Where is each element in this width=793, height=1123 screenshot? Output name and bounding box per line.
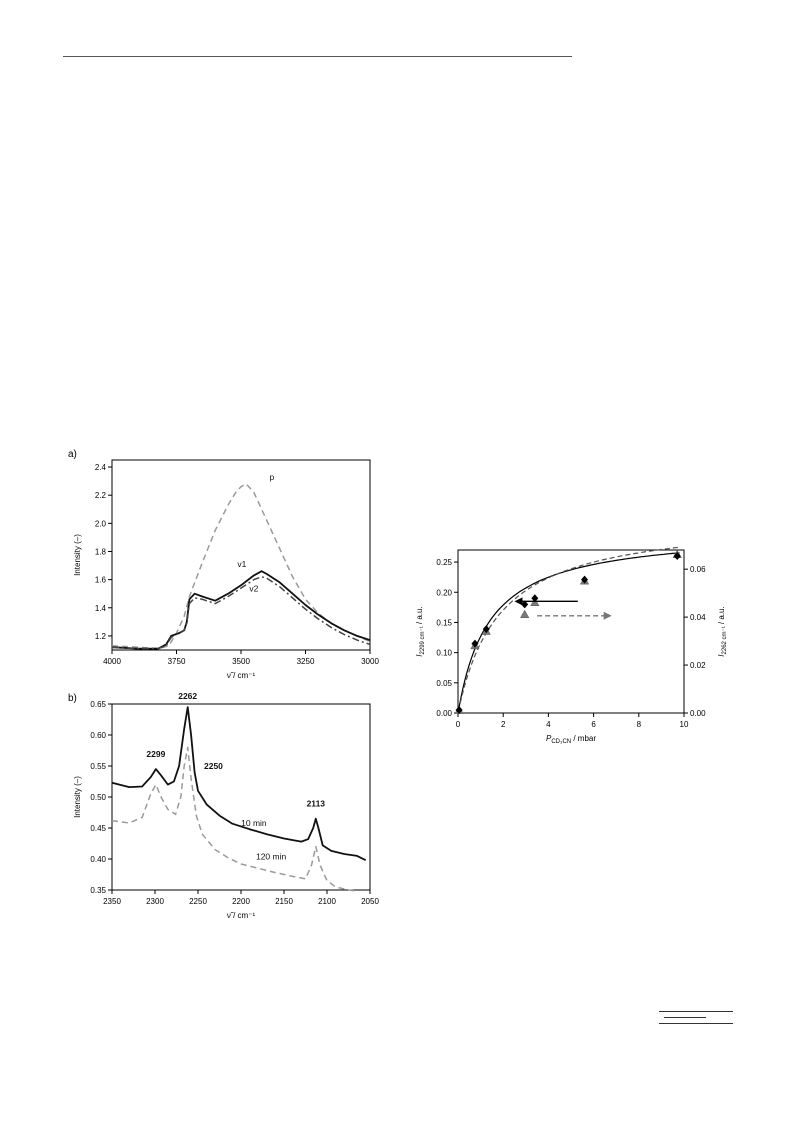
y-tick-label: 0.50 xyxy=(90,793,106,802)
y-tick-label: 0.45 xyxy=(90,824,106,833)
fit-curve-right xyxy=(457,546,680,712)
y-right-tick-label: 0.06 xyxy=(690,565,706,574)
y-left-tick-label: 0.05 xyxy=(436,679,452,688)
y-right-label-unit: / a.u. xyxy=(717,606,726,626)
y-tick-label: 0.40 xyxy=(90,855,106,864)
x-tick-label: 6 xyxy=(591,720,596,729)
y-tick-label: 2.4 xyxy=(95,463,107,472)
y-left-tick-label: 0.00 xyxy=(436,709,452,718)
x-tick-label: 2200 xyxy=(232,897,250,906)
x-axis-label-sub: CD₃CN xyxy=(551,739,571,745)
y-left-label-unit: / a.u. xyxy=(415,606,424,626)
x-axis-label-main: P xyxy=(546,734,552,743)
header-rule xyxy=(63,56,572,57)
peak-label-2113: 2113 xyxy=(307,799,326,809)
peak-label-2250: 2250 xyxy=(204,761,223,771)
y-left-tick-label: 0.15 xyxy=(436,618,452,627)
diamond-marker xyxy=(531,594,539,603)
x-axis-label-unit: / mbar xyxy=(571,734,596,743)
x-tick-label: 8 xyxy=(637,720,642,729)
series-line-10-min xyxy=(111,706,367,862)
y-tick-label: 0.60 xyxy=(90,731,106,740)
x-tick-label: 2100 xyxy=(318,897,336,906)
right-axis-arrow-head xyxy=(603,611,612,620)
left-axis-arrow-head xyxy=(514,597,523,606)
y-left-tick-label: 0.25 xyxy=(436,558,452,567)
y-tick-label: 0.65 xyxy=(90,700,106,709)
x-tick-label: 4 xyxy=(546,720,551,729)
y-left-axis-label: I2299 cm⁻¹ / a.u. xyxy=(415,606,426,656)
x-axis-label: PCD₃CN / mbar xyxy=(546,734,596,745)
y-tick-label: 1.6 xyxy=(95,576,107,585)
footer-rule-2 xyxy=(664,1017,706,1018)
y-left-tick-label: 0.10 xyxy=(436,649,452,658)
y-right-label-main: I xyxy=(717,654,726,657)
curve-label-120min: 120 min xyxy=(256,852,287,862)
x-tick-label: 2150 xyxy=(275,897,293,906)
y-tick-label: 0.55 xyxy=(90,762,106,771)
y-tick-label: 1.2 xyxy=(95,632,107,641)
x-tick-label: 3750 xyxy=(168,657,186,666)
x-tick-label: 3500 xyxy=(232,657,250,666)
peak-label-2262: 2262 xyxy=(178,691,197,701)
y-tick-label: 1.4 xyxy=(95,604,107,613)
y-right-tick-label: 0.00 xyxy=(690,709,706,718)
footer-rule-3 xyxy=(659,1023,733,1024)
panel-label: b) xyxy=(68,693,77,704)
diamond-marker xyxy=(673,552,681,561)
plot-frame xyxy=(457,549,685,714)
y-tick-label: 2.2 xyxy=(95,491,107,500)
series-line-120-min xyxy=(111,746,358,892)
y-tick-label: 2.0 xyxy=(95,519,107,528)
x-tick-label: 4000 xyxy=(103,657,121,666)
triangle-marker xyxy=(520,609,530,618)
x-tick-label: 2250 xyxy=(189,897,207,906)
x-tick-label: 3000 xyxy=(361,657,379,666)
y-right-tick-label: 0.04 xyxy=(690,613,706,622)
y-right-tick-label: 0.02 xyxy=(690,661,706,670)
label-p: p xyxy=(270,472,275,482)
footer-rule-1 xyxy=(659,1011,733,1012)
peak-label-2299: 2299 xyxy=(146,749,165,759)
x-axis-label: ν̃ / cm⁻¹ xyxy=(227,671,256,680)
y-right-label-sub: 2262 cm⁻¹ xyxy=(722,626,728,654)
x-tick-label: 2050 xyxy=(361,897,379,906)
y-tick-label: 0.35 xyxy=(90,886,106,895)
y-right-axis-label: I2262 cm⁻¹ / a.u. xyxy=(717,606,728,656)
y-axis-label: Intensity (–) xyxy=(73,776,82,818)
y-axis-label: Intensity (–) xyxy=(73,534,82,576)
panel-label: a) xyxy=(68,449,77,460)
diamond-marker xyxy=(521,600,529,609)
label-v2: v2 xyxy=(249,583,258,593)
x-tick-label: 0 xyxy=(456,720,461,729)
x-axis-label: ν̃ / cm⁻¹ xyxy=(227,911,256,920)
y-left-label-main: I xyxy=(415,654,424,657)
x-tick-label: 2 xyxy=(501,720,506,729)
x-tick-label: 2300 xyxy=(146,897,164,906)
series-line-v2 xyxy=(111,576,371,650)
diamond-marker xyxy=(455,705,463,714)
y-tick-label: 1.8 xyxy=(95,547,107,556)
y-left-tick-label: 0.20 xyxy=(436,588,452,597)
x-tick-label: 10 xyxy=(680,720,689,729)
curve-label-10min: 10 min xyxy=(241,818,267,828)
x-tick-label: 2350 xyxy=(103,897,121,906)
diamond-marker xyxy=(471,639,479,648)
y-left-label-sub: 2299 cm⁻¹ xyxy=(420,626,426,654)
diamond-marker xyxy=(581,575,589,584)
diamond-marker xyxy=(482,625,490,634)
x-tick-label: 3250 xyxy=(297,657,315,666)
fit-curve-left xyxy=(457,552,680,711)
series-line-v1 xyxy=(111,570,371,650)
label-v1: v1 xyxy=(237,559,246,569)
